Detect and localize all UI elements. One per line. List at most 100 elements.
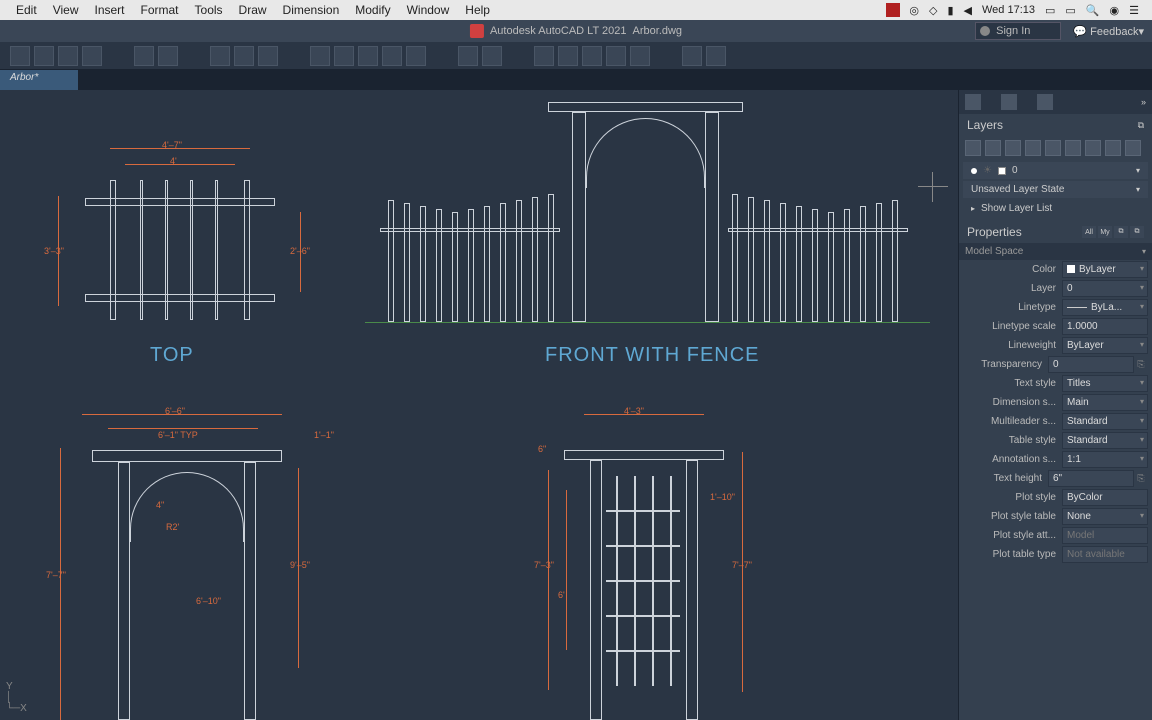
property-value[interactable]: Standard — [1062, 413, 1148, 430]
property-value[interactable]: 1:1 — [1062, 451, 1148, 468]
block-icon[interactable] — [406, 46, 426, 66]
props-pick-icon[interactable]: ⧉ — [1114, 226, 1128, 238]
layer-tool-icon[interactable] — [1125, 140, 1141, 156]
property-row: Plot style tableNone — [959, 507, 1152, 526]
menu-tools[interactable]: Tools — [187, 3, 231, 17]
property-row: Plot style att...Model — [959, 526, 1152, 545]
layer-tool-icon[interactable] — [1025, 140, 1041, 156]
feedback-button[interactable]: 💬 Feedback▾ — [1073, 25, 1144, 38]
layer-state-dropdown[interactable]: Unsaved Layer State▾ — [963, 181, 1148, 198]
signin-button[interactable]: Sign In — [975, 22, 1061, 40]
dim-br-h2: 6' — [558, 590, 565, 600]
property-value[interactable]: ByLayer — [1062, 261, 1148, 278]
property-row: Table styleStandard — [959, 431, 1152, 450]
new-icon[interactable] — [10, 46, 30, 66]
layer-tool-icon[interactable] — [1065, 140, 1081, 156]
measure-icon[interactable] — [682, 46, 702, 66]
property-value[interactable]: 1.0000 — [1062, 318, 1148, 335]
property-value[interactable]: 0 — [1048, 356, 1134, 373]
saveas-icon[interactable] — [82, 46, 102, 66]
zoom-icon[interactable] — [482, 46, 502, 66]
open-icon[interactable] — [34, 46, 54, 66]
property-value[interactable]: Main — [1062, 394, 1148, 411]
menu-dimension[interactable]: Dimension — [275, 3, 348, 17]
match-icon[interactable] — [382, 46, 402, 66]
pan-icon[interactable] — [458, 46, 478, 66]
copy-icon[interactable] — [334, 46, 354, 66]
property-label: Transparency — [963, 359, 1048, 370]
props-all-tab[interactable]: All — [1082, 226, 1096, 238]
properties-header: Properties All My ⧉ ⧉ — [959, 221, 1152, 243]
property-value[interactable]: Titles — [1062, 375, 1148, 392]
props-my-tab[interactable]: My — [1098, 226, 1112, 238]
menu-window[interactable]: Window — [399, 3, 458, 17]
dim-bl-ext: 1'–1" — [314, 430, 334, 440]
property-extra-icon[interactable]: ⎘ — [1134, 359, 1148, 370]
layer-tool-icon[interactable] — [1085, 140, 1101, 156]
plot-icon[interactable] — [234, 46, 254, 66]
property-value[interactable]: 6" — [1048, 470, 1134, 487]
property-row: LinetypeByLa... — [959, 298, 1152, 317]
property-value[interactable]: Model — [1062, 527, 1148, 544]
print-icon[interactable] — [210, 46, 230, 66]
menu-view[interactable]: View — [45, 3, 87, 17]
layers-settings-icon[interactable]: ⧉ — [1138, 120, 1144, 131]
dim-bl-h1: 7'–7" — [46, 570, 66, 580]
panel-tab-properties-icon[interactable] — [1001, 94, 1017, 110]
qselect-icon[interactable] — [706, 46, 726, 66]
image-icon[interactable] — [558, 46, 578, 66]
redo-icon[interactable] — [158, 46, 178, 66]
property-value[interactable]: ByLa... — [1062, 299, 1148, 316]
side-panel: » Layers ⧉ ☀ 0 ▾ Unsaved Layer State▾ ▸S… — [958, 90, 1152, 720]
property-value[interactable]: None — [1062, 508, 1148, 525]
publish-icon[interactable] — [258, 46, 278, 66]
crosshair-cursor — [918, 172, 948, 202]
property-value[interactable]: ByColor — [1062, 489, 1148, 506]
property-row: ColorByLayer — [959, 260, 1152, 279]
layer-tool-icon[interactable] — [1005, 140, 1021, 156]
xref-icon[interactable] — [534, 46, 554, 66]
doc-tab[interactable]: Arbor* — [0, 70, 78, 90]
undo-icon[interactable] — [134, 46, 154, 66]
property-label: Color — [963, 264, 1062, 275]
spotlight-icon[interactable]: 🔍 — [1081, 4, 1105, 17]
save-icon[interactable] — [58, 46, 78, 66]
property-value[interactable]: ByLayer — [1062, 337, 1148, 354]
menu-modify[interactable]: Modify — [347, 3, 398, 17]
property-extra-icon[interactable]: ⎘ — [1134, 473, 1148, 484]
dim-top-h2: 2'–6" — [290, 246, 310, 256]
current-layer-dropdown[interactable]: ☀ 0 ▾ — [963, 162, 1148, 179]
properties-context[interactable]: Model Space▾ — [959, 243, 1152, 260]
property-value[interactable]: Standard — [1062, 432, 1148, 449]
props-expand-icon[interactable]: ⧉ — [1130, 226, 1144, 238]
menu-draw[interactable]: Draw — [231, 3, 275, 17]
layer-tool-icon[interactable] — [985, 140, 1001, 156]
menu-icon[interactable]: ☰ — [1124, 4, 1144, 17]
table-icon[interactable] — [606, 46, 626, 66]
menu-help[interactable]: Help — [457, 3, 498, 17]
layer-tool-icon[interactable] — [965, 140, 981, 156]
drawing-canvas[interactable]: Y│└─X 4'–7" 4' 3'–3" 2'–6" TOP /*placeho… — [0, 90, 958, 720]
siri-icon[interactable]: ◉ — [1105, 4, 1125, 17]
panel-tab-layers-icon[interactable] — [965, 94, 981, 110]
property-value[interactable]: Not available — [1062, 546, 1148, 563]
cut-icon[interactable] — [310, 46, 330, 66]
property-value[interactable]: 0 — [1062, 280, 1148, 297]
paste-icon[interactable] — [358, 46, 378, 66]
mac-menubar: Edit View Insert Format Tools Draw Dimen… — [0, 0, 1152, 20]
menu-edit[interactable]: Edit — [8, 3, 45, 17]
menu-insert[interactable]: Insert — [86, 3, 132, 17]
dim-bl-h2: 9'–5" — [290, 560, 310, 570]
show-layer-list[interactable]: ▸Show Layer List — [963, 200, 1148, 217]
hatch-icon[interactable] — [630, 46, 650, 66]
field-icon[interactable] — [582, 46, 602, 66]
volume-icon: ◀ — [959, 4, 977, 17]
layer-tool-icon[interactable] — [1105, 140, 1121, 156]
panel-tab-blocks-icon[interactable] — [1037, 94, 1053, 110]
panel-expand-icon[interactable]: » — [1141, 97, 1146, 107]
dim-bl-w2: 6'–1" TYP — [158, 430, 198, 440]
property-label: Plot style att... — [963, 530, 1062, 541]
app-icon — [470, 24, 484, 38]
layer-tool-icon[interactable] — [1045, 140, 1061, 156]
menu-format[interactable]: Format — [133, 3, 187, 17]
